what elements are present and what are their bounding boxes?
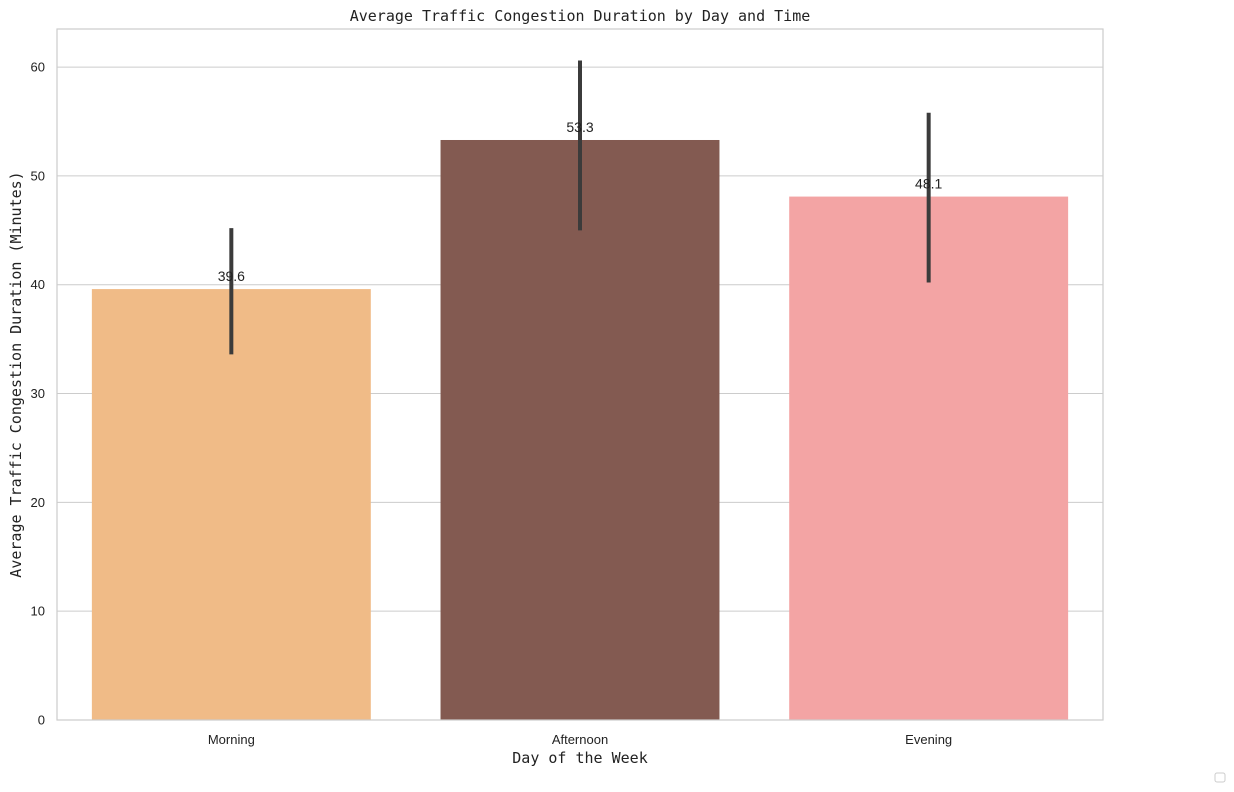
value-label: 48.1 xyxy=(915,176,942,192)
y-tick-label: 50 xyxy=(31,168,45,183)
x-tick-labels: Morning Afternoon Evening xyxy=(208,732,952,747)
bar-afternoon xyxy=(440,139,720,721)
x-tick-label: Morning xyxy=(208,732,255,747)
y-tick-label: 0 xyxy=(38,713,45,728)
y-tick-label: 40 xyxy=(31,277,45,292)
y-tick-label: 20 xyxy=(31,495,45,510)
bar-evening xyxy=(789,196,1069,720)
y-tick-label: 10 xyxy=(31,604,45,619)
y-tick-label: 60 xyxy=(31,60,45,75)
error-bars xyxy=(229,60,931,355)
y-axis-label: Average Traffic Congestion Duration (Min… xyxy=(7,171,25,577)
y-tick-label: 30 xyxy=(31,386,45,401)
bar-morning xyxy=(91,289,371,720)
x-tick-label: Evening xyxy=(905,732,952,747)
plot-frame xyxy=(56,28,1104,721)
value-label: 53.3 xyxy=(566,119,593,135)
legend-box xyxy=(1214,772,1226,783)
value-labels: 39.6 53.3 48.1 xyxy=(218,119,943,284)
x-tick-label: Afternoon xyxy=(552,732,608,747)
x-axis-label: Day of the Week xyxy=(512,749,647,767)
y-tick-labels: 0 10 20 30 40 50 60 xyxy=(31,60,45,728)
bars xyxy=(91,139,1069,721)
chart-title: Average Traffic Congestion Duration by D… xyxy=(350,7,811,25)
value-label: 39.6 xyxy=(218,268,245,284)
